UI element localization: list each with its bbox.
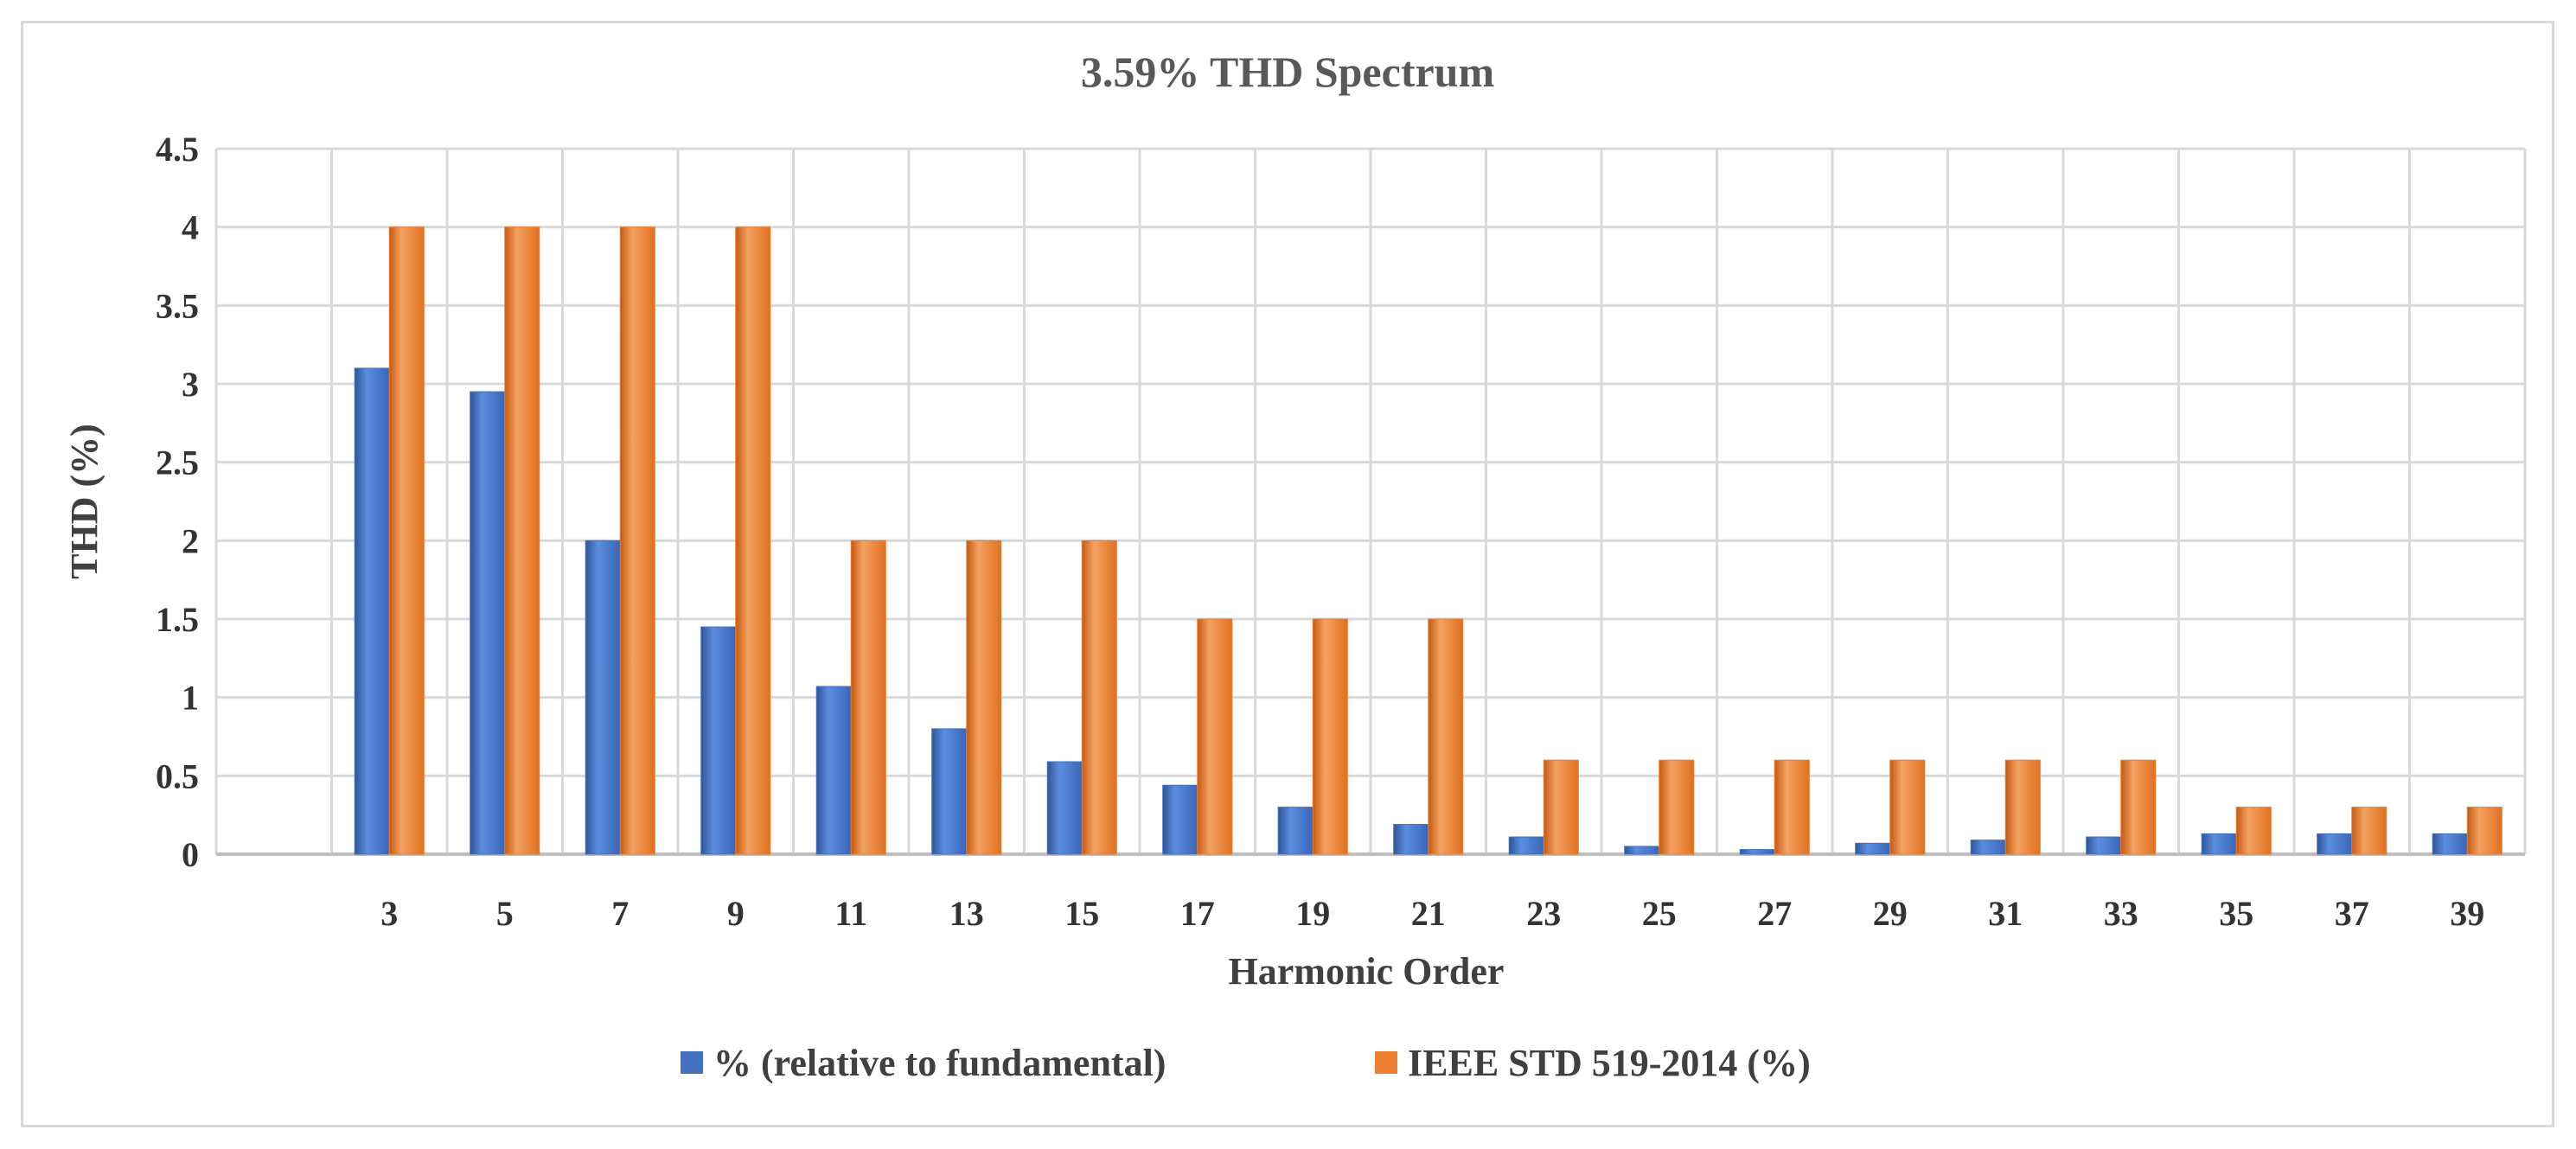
bar-measured-37 — [2317, 833, 2353, 855]
y-axis-ticks: 0 0.5 1 1.5 2 2.5 3 3.5 4 4.5 — [156, 130, 199, 874]
y-tick-label: 0 — [182, 835, 199, 874]
bar-ieee-limit-7 — [619, 227, 655, 855]
y-tick-label: 1.5 — [156, 600, 199, 639]
x-tick-label: 17 — [1180, 894, 1215, 933]
legend-swatch-series-1 — [681, 1051, 703, 1074]
x-tick-label: 37 — [2335, 894, 2369, 933]
x-tick-label: 15 — [1064, 894, 1099, 933]
y-tick-label: 4 — [182, 208, 199, 247]
x-tick-label: 13 — [949, 894, 984, 933]
x-tick-label: 25 — [1642, 894, 1677, 933]
grid-layer — [214, 147, 2527, 856]
legend: % (relative to fundamental) IEEE STD 519… — [681, 1042, 1811, 1084]
x-axis-ticks: 3 5 7 9 11 13 15 17 19 21 23 25 27 29 31 33 35 37 39 — [380, 894, 2484, 933]
bar-ieee-limit-33 — [2120, 759, 2157, 855]
bar-ieee-limit-19 — [1312, 618, 1348, 855]
bar-ieee-limit-37 — [2351, 807, 2387, 855]
x-tick-label: 19 — [1295, 894, 1330, 933]
x-tick-label: 11 — [834, 894, 867, 933]
y-tick-label: 0.5 — [156, 756, 199, 795]
x-tick-label: 5 — [496, 894, 514, 933]
bar-measured-11 — [815, 686, 852, 855]
bar-measured-13 — [931, 728, 968, 855]
bar-ieee-limit-21 — [1428, 618, 1464, 855]
legend-swatch-series-2 — [1375, 1051, 1397, 1074]
y-axis-title: THD (%) — [63, 424, 105, 579]
x-tick-label: 33 — [2104, 894, 2138, 933]
bar-ieee-limit-29 — [1889, 759, 1926, 855]
bar-measured-19 — [1277, 807, 1314, 855]
bar-ieee-limit-3 — [388, 227, 425, 855]
x-tick-label: 29 — [1873, 894, 1908, 933]
bar-measured-29 — [1855, 842, 1891, 855]
legend-label-series-2: IEEE STD 519-2014 (%) — [1408, 1042, 1811, 1084]
bar-ieee-limit-39 — [2466, 807, 2502, 855]
bar-measured-31 — [1970, 839, 2006, 855]
bars-layer — [354, 227, 2502, 855]
y-tick-label: 2 — [182, 521, 199, 560]
bar-ieee-limit-23 — [1543, 759, 1579, 855]
x-tick-label: 9 — [727, 894, 745, 933]
bar-ieee-limit-17 — [1197, 618, 1233, 855]
bar-ieee-limit-15 — [1081, 539, 1117, 855]
chart-title: 3.59% THD Spectrum — [1081, 48, 1494, 96]
bar-ieee-limit-25 — [1659, 759, 1695, 855]
bar-ieee-limit-11 — [850, 539, 886, 855]
bar-measured-15 — [1046, 761, 1083, 855]
bar-measured-23 — [1508, 836, 1544, 855]
x-tick-label: 27 — [1757, 894, 1792, 933]
x-tick-label: 35 — [2219, 894, 2253, 933]
bar-measured-3 — [354, 367, 390, 855]
x-tick-label: 31 — [1988, 894, 2023, 933]
bar-ieee-limit-27 — [1774, 759, 1810, 855]
x-tick-label: 39 — [2450, 894, 2484, 933]
bar-ieee-limit-9 — [735, 227, 771, 855]
bar-measured-35 — [2201, 833, 2237, 855]
x-tick-label: 23 — [1526, 894, 1561, 933]
bar-measured-25 — [1624, 846, 1660, 855]
bar-ieee-limit-31 — [2004, 759, 2041, 855]
bar-ieee-limit-5 — [504, 227, 540, 855]
bar-measured-27 — [1739, 849, 1775, 855]
y-tick-label: 3 — [182, 365, 199, 404]
bar-measured-33 — [2086, 836, 2122, 855]
chart-frame — [21, 21, 2554, 1127]
legend-label-series-1: % (relative to fundamental) — [713, 1042, 1166, 1084]
bar-measured-7 — [585, 539, 621, 855]
bar-measured-39 — [2432, 833, 2468, 855]
bar-measured-5 — [470, 391, 506, 855]
y-tick-label: 2.5 — [156, 444, 199, 482]
x-tick-label: 7 — [611, 894, 629, 933]
x-tick-label: 21 — [1411, 894, 1446, 933]
bar-ieee-limit-35 — [2235, 807, 2272, 855]
y-tick-label: 3.5 — [156, 286, 199, 325]
bar-ieee-limit-13 — [966, 539, 1002, 855]
bar-measured-21 — [1393, 824, 1429, 855]
bar-measured-17 — [1162, 784, 1199, 855]
y-tick-label: 1 — [182, 679, 199, 718]
x-tick-label: 3 — [380, 894, 398, 933]
x-axis-title: Harmonic Order — [1229, 950, 1505, 993]
bar-measured-9 — [700, 626, 737, 855]
y-tick-label: 4.5 — [156, 130, 199, 169]
